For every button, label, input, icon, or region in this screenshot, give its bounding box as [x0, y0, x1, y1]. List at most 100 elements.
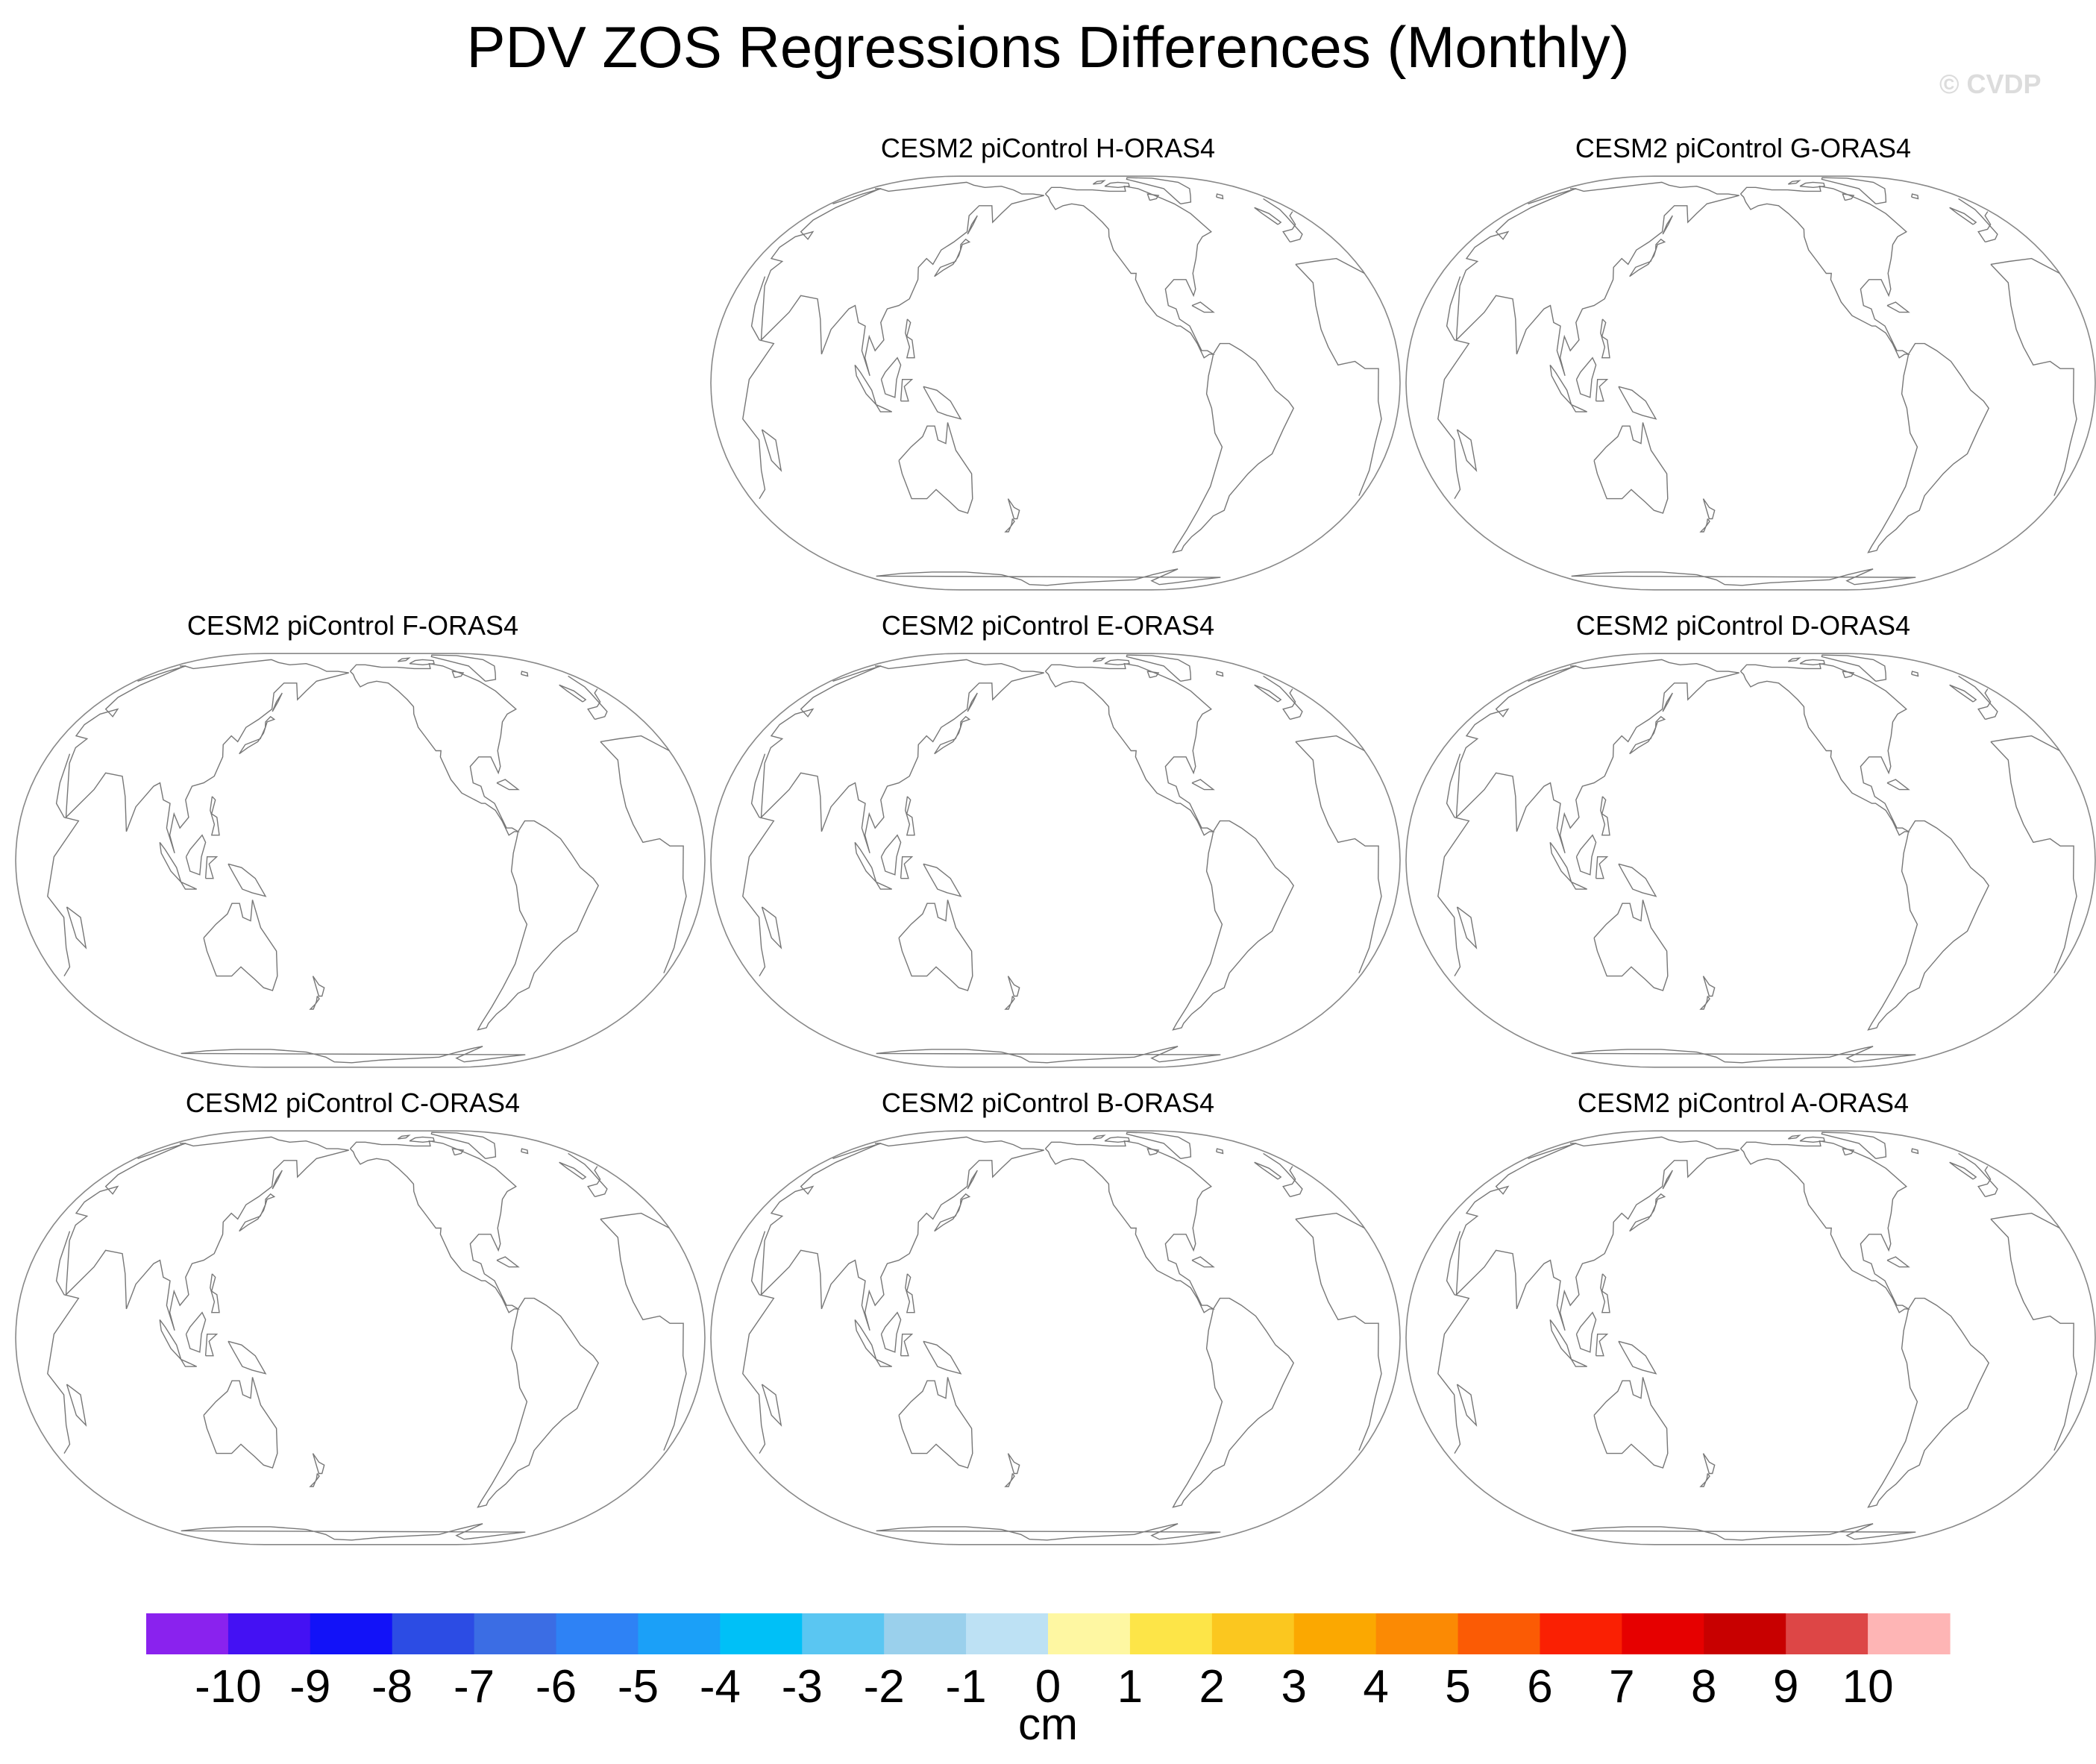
- coastline: [1821, 654, 1887, 682]
- coastline: [1911, 1148, 1919, 1155]
- coastline: [1254, 684, 1282, 703]
- coastline: [1146, 1148, 1160, 1156]
- coastlines: [1437, 654, 2077, 1064]
- coastline: [1007, 976, 1020, 997]
- coastline: [898, 1377, 973, 1469]
- coastline: [1618, 1340, 1657, 1375]
- coastline: [880, 834, 902, 876]
- coastline: [923, 1340, 962, 1375]
- coastline: [1600, 318, 1610, 359]
- coastline: [1004, 996, 1015, 1010]
- coastline: [521, 671, 529, 677]
- coastline: [65, 1136, 349, 1331]
- map-outline: [1405, 1130, 2096, 1545]
- coastlines: [742, 654, 1382, 1064]
- coastline: [1216, 671, 1224, 677]
- coastline: [1575, 357, 1597, 398]
- coastline: [1787, 657, 1801, 662]
- coastline: [832, 188, 1303, 243]
- coastline: [967, 215, 978, 235]
- coastline: [1595, 1334, 1609, 1357]
- map-panel-a: [1403, 1123, 2096, 1552]
- coastline: [1702, 498, 1716, 520]
- colorbar-swatch: [1540, 1613, 1622, 1654]
- colorbar-tick-label: 0: [1035, 1661, 1061, 1713]
- coastline: [742, 257, 1382, 499]
- map-outline: [710, 175, 1401, 591]
- panel-title-h: CESM2 piControl H-ORAS4: [880, 133, 1216, 163]
- colorbar-tick-label: -2: [864, 1661, 905, 1713]
- coastline: [181, 1046, 526, 1064]
- map-outline: [1405, 175, 2096, 591]
- coastlines: [47, 654, 687, 1064]
- colorbar-tick-label: -8: [371, 1661, 412, 1713]
- coastline: [1575, 834, 1597, 876]
- coastline: [1571, 404, 1587, 412]
- coastline: [239, 715, 276, 755]
- coastline: [559, 1161, 587, 1180]
- coastline: [1571, 881, 1587, 890]
- coastline: [967, 692, 978, 712]
- colorbar-swatch: [556, 1613, 639, 1654]
- colorbar-swatch: [228, 1613, 311, 1654]
- coastline: [1600, 1273, 1610, 1313]
- coastline: [272, 1170, 283, 1190]
- coastline: [1007, 498, 1020, 520]
- coastline: [1600, 796, 1610, 836]
- coastline: [1662, 1170, 1673, 1190]
- coastline: [1528, 665, 1998, 721]
- coastline: [228, 1340, 267, 1375]
- coastline: [1629, 715, 1666, 755]
- coastline: [397, 657, 411, 662]
- map-outline: [15, 653, 706, 1068]
- coastline: [477, 1297, 600, 1508]
- colorbar-tick-label: -1: [946, 1661, 987, 1713]
- coastline: [1437, 257, 2077, 499]
- coastline: [181, 1358, 197, 1367]
- coastline: [1842, 671, 1855, 679]
- coastline: [900, 1334, 914, 1357]
- coastline: [477, 820, 600, 1031]
- coastline: [1456, 1384, 1478, 1427]
- panel-title-d: CESM2 piControl D-ORAS4: [1575, 610, 1911, 641]
- coastline: [876, 1523, 1221, 1541]
- coastline: [876, 1358, 892, 1367]
- coastline: [1004, 518, 1015, 533]
- colorbar-tick-label: 1: [1117, 1661, 1143, 1713]
- coastline: [1949, 1161, 1977, 1180]
- coastline: [1126, 177, 1192, 204]
- colorbar-tick-label: -4: [700, 1661, 741, 1713]
- coastline: [876, 568, 1221, 586]
- coastline: [1571, 1523, 1916, 1541]
- coastline: [1146, 671, 1160, 679]
- coastline: [1787, 1134, 1801, 1140]
- coastline: [185, 834, 207, 876]
- coastline: [1216, 193, 1224, 200]
- coastline: [1662, 692, 1673, 712]
- coastline: [1528, 1143, 1998, 1198]
- coastline: [1104, 659, 1130, 666]
- colorbar-swatch: [392, 1613, 475, 1654]
- coastline: [559, 684, 587, 703]
- coastline: [1867, 1297, 1990, 1508]
- coastline: [1699, 518, 1710, 533]
- colorbar-swatch: [474, 1613, 557, 1654]
- coastline: [1886, 779, 1910, 791]
- coastline: [1842, 193, 1855, 201]
- coastline: [210, 796, 220, 836]
- cvdp-watermark: © CVDP: [1939, 69, 2042, 99]
- map-panel-g: [1403, 169, 2096, 597]
- coastline: [967, 1170, 978, 1190]
- colorbar-swatch: [1458, 1613, 1541, 1654]
- coastline: [203, 900, 278, 991]
- coastline: [204, 1334, 219, 1357]
- colorbar-tick-label: 7: [1609, 1661, 1634, 1713]
- coastline: [137, 665, 608, 721]
- coastline: [1618, 386, 1657, 420]
- coastline: [900, 379, 914, 402]
- panel-title-g: CESM2 piControl G-ORAS4: [1575, 133, 1912, 163]
- coastline: [496, 1256, 520, 1268]
- coastline: [309, 1473, 320, 1487]
- coastline: [1216, 1148, 1224, 1155]
- colorbar-swatch: [1211, 1613, 1295, 1654]
